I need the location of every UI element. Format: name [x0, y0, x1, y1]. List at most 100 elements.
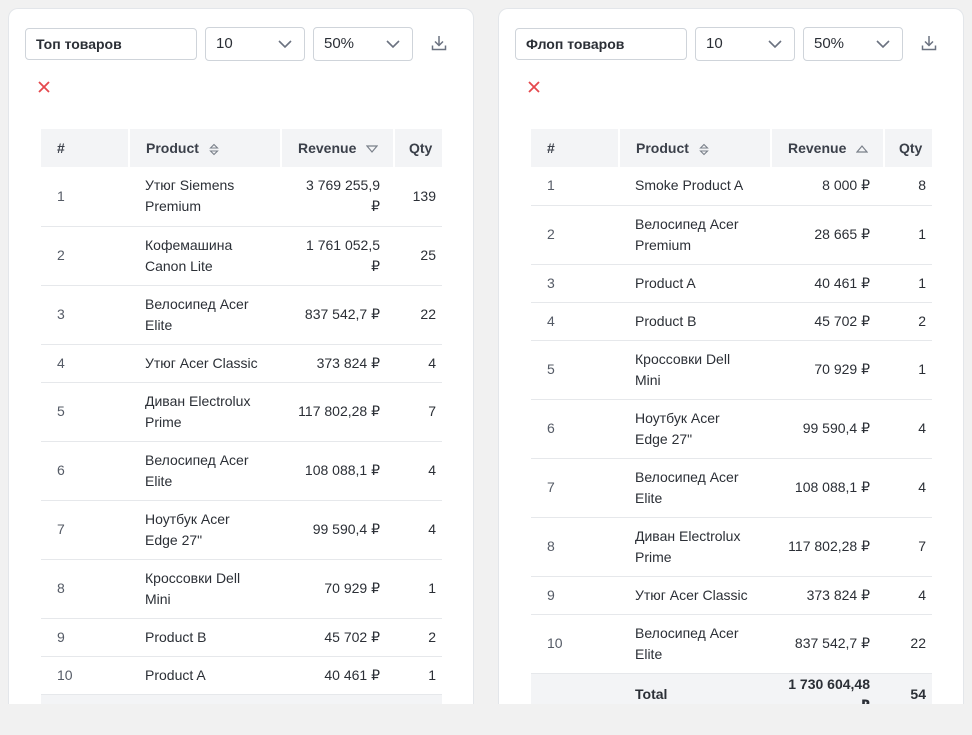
product-name: Ноутбук Acer Edge 27" — [619, 399, 771, 459]
count-select[interactable]: 10 — [695, 27, 795, 61]
table-row: 7 Велосипед Acer Elite 108 088,1 ₽4 — [531, 458, 932, 518]
qty-value: 4 — [394, 344, 442, 383]
percent-select-value: 50% — [324, 35, 355, 52]
qty-value: 2 — [884, 302, 932, 341]
qty-value: 139 — [394, 167, 442, 227]
product-name: Велосипед Acer Elite — [129, 285, 281, 345]
table-row: 8 Диван Electrolux Prime 117 802,28 ₽7 — [531, 517, 932, 577]
row-number: 10 — [531, 614, 619, 674]
qty-value: 4 — [884, 458, 932, 518]
column-header-number: # — [531, 129, 619, 167]
widget-title-input[interactable]: Топ товаров — [25, 28, 197, 60]
column-header-revenue[interactable]: Revenue — [280, 129, 394, 167]
revenue-value: 28 665 ₽ — [771, 205, 884, 265]
count-select[interactable]: 10 — [205, 27, 305, 61]
revenue-value: 108 088,1 ₽ — [281, 441, 394, 501]
row-number: 4 — [531, 302, 619, 341]
table-row: 3 Велосипед Acer Elite 837 542,7 ₽22 — [41, 285, 442, 345]
column-header-revenue-label: Revenue — [788, 140, 847, 156]
row-number: 3 — [41, 285, 129, 345]
product-name: Диван Electrolux Prime — [619, 517, 771, 577]
column-header-product[interactable]: Product — [128, 129, 281, 167]
row-number: 9 — [41, 618, 129, 657]
revenue-value: 40 461 ₽ — [281, 656, 394, 695]
column-header-revenue-label: Revenue — [298, 140, 357, 156]
qty-value: 4 — [884, 576, 932, 615]
sort-both-icon — [698, 143, 709, 156]
product-name: Велосипед Acer Elite — [619, 614, 771, 674]
revenue-value: 99 590,4 ₽ — [771, 399, 884, 459]
revenue-value: 45 702 ₽ — [281, 618, 394, 657]
column-header-product[interactable]: Product — [618, 129, 771, 167]
product-name: Велосипед Acer Elite — [619, 458, 771, 518]
table-row: 6 Ноутбук Acer Edge 27" 99 590,4 ₽4 — [531, 399, 932, 459]
close-icon[interactable] — [37, 80, 51, 94]
qty-value: 1 — [884, 205, 932, 265]
qty-value: 2 — [394, 618, 442, 657]
qty-value: 4 — [884, 399, 932, 459]
top-products-panel: Топ товаров 10 50% # Product Revenue — [8, 8, 474, 704]
row-number: 9 — [531, 576, 619, 615]
qty-value: 22 — [884, 614, 932, 674]
revenue-value: 45 702 ₽ — [771, 302, 884, 341]
table-row: 2 Велосипед Acer Premium 28 665 ₽1 — [531, 205, 932, 265]
revenue-value: 70 929 ₽ — [771, 340, 884, 400]
revenue-value: 108 088,1 ₽ — [771, 458, 884, 518]
row-number: 7 — [531, 458, 619, 518]
download-icon[interactable] — [431, 35, 447, 51]
table-row: 7 Ноутбук Acer Edge 27" 99 590,4 ₽4 — [41, 500, 442, 560]
product-name: Ноутбук Acer Edge 27" — [129, 500, 281, 560]
qty-value: 7 — [884, 517, 932, 577]
row-number: 1 — [41, 167, 129, 227]
qty-value: 1 — [394, 656, 442, 695]
qty-value: 1 — [884, 264, 932, 303]
revenue-value: 99 590,4 ₽ — [281, 500, 394, 560]
count-select-value: 10 — [706, 35, 723, 52]
close-icon[interactable] — [527, 80, 541, 94]
qty-value: 7 — [394, 382, 442, 442]
chevron-down-icon — [386, 40, 400, 49]
product-name: Product A — [129, 656, 281, 695]
table-row: 10 Product A 40 461 ₽1 — [41, 656, 442, 695]
product-name: Утюг Acer Classic — [619, 576, 771, 615]
column-header-qty[interactable]: Qty — [393, 129, 442, 167]
product-name: Product A — [619, 264, 771, 303]
row-number: 7 — [41, 500, 129, 560]
row-number: 5 — [531, 340, 619, 400]
sort-ascending-icon — [856, 145, 869, 153]
revenue-value: 117 802,28 ₽ — [771, 517, 884, 577]
product-name: Product B — [129, 618, 281, 657]
revenue-value: 70 929 ₽ — [281, 559, 394, 619]
table-row: 5 Диван Electrolux Prime 117 802,28 ₽7 — [41, 382, 442, 442]
column-header-number: # — [41, 129, 129, 167]
download-icon[interactable] — [921, 35, 937, 51]
product-name: Утюг Acer Classic — [129, 344, 281, 383]
qty-value: 25 — [394, 226, 442, 286]
table-row: 4 Product B 45 702 ₽2 — [531, 302, 932, 341]
percent-select[interactable]: 50% — [803, 27, 903, 61]
column-header-product-label: Product — [636, 140, 689, 156]
product-name: Утюг Siemens Premium — [129, 167, 281, 227]
qty-value: 22 — [394, 285, 442, 345]
sort-both-icon — [208, 143, 219, 156]
row-number: 3 — [531, 264, 619, 303]
widget-title-input[interactable]: Флоп товаров — [515, 28, 687, 60]
percent-select[interactable]: 50% — [313, 27, 413, 61]
total-spacer — [531, 673, 619, 704]
flop-products-panel: Флоп товаров 10 50% # Product Revenue — [498, 8, 964, 704]
revenue-value: 1 761 052,5 ₽ — [281, 226, 394, 286]
product-name: Product B — [619, 302, 771, 341]
row-number: 2 — [41, 226, 129, 286]
column-header-revenue[interactable]: Revenue — [770, 129, 884, 167]
total-revenue: 1 730 604,48 ₽ — [771, 673, 884, 704]
column-header-qty[interactable]: Qty — [883, 129, 932, 167]
chevron-down-icon — [876, 40, 890, 49]
product-name: Кроссовки Dell Mini — [129, 559, 281, 619]
row-number: 8 — [531, 517, 619, 577]
percent-select-value: 50% — [814, 35, 845, 52]
revenue-value: 373 824 ₽ — [771, 576, 884, 615]
qty-value: 4 — [394, 441, 442, 501]
product-name: Smoke Product A — [619, 167, 771, 206]
top-products-table: # Product Revenue Qty 1 Утюг Siemens Prem… — [41, 129, 442, 704]
